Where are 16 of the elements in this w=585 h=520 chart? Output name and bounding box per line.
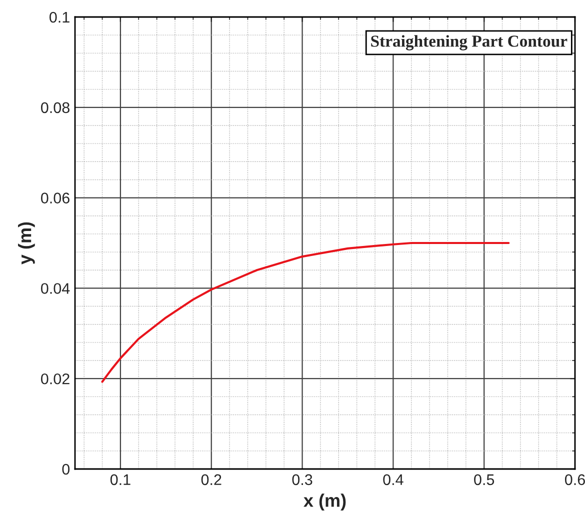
x-tick-label: 0.2 xyxy=(201,474,222,486)
text: Straightening Part Contour xyxy=(371,35,568,50)
y-tick-label: 0.08 xyxy=(41,102,70,114)
x-tick-label: 0.6 xyxy=(564,474,585,486)
y-tick-label: 0.02 xyxy=(41,373,70,384)
x-tick-label: 0.3 xyxy=(292,474,312,486)
y-tick-label: 0 xyxy=(62,464,70,475)
x-tick-label: 0.1 xyxy=(110,474,130,486)
x-tick-label: 0.4 xyxy=(383,474,404,486)
x-tick-label: 0.5 xyxy=(474,474,494,486)
x-axis-title: x (m) xyxy=(304,494,346,510)
y-tick-label: 0.06 xyxy=(41,192,70,204)
line-series xyxy=(101,242,510,383)
y-tick-label: 0.04 xyxy=(41,283,70,294)
y-axis-title: y (m) xyxy=(18,222,35,264)
y-tick-label: 0.1 xyxy=(50,12,70,23)
